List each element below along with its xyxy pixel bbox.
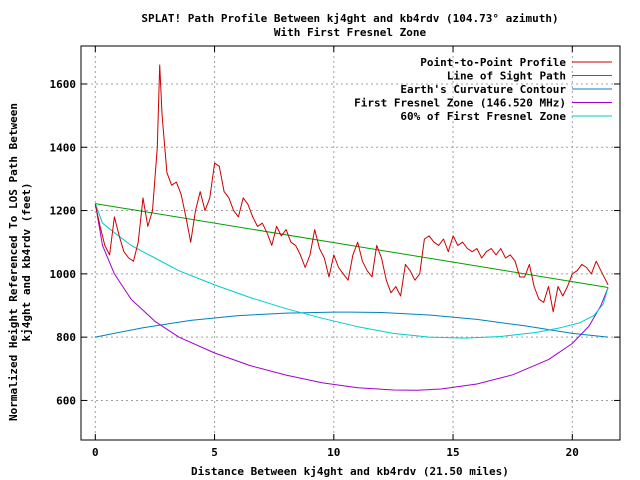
y-axis-label-line-1: Normalized Height Referenced To LOS Path… (7, 103, 20, 421)
y-tick-label: 1600 (50, 78, 77, 91)
y-tick-label: 600 (56, 394, 76, 407)
axis-ticks: 0 5 10 15 20 600 800 1000 1200 1400 1600 (50, 46, 620, 459)
x-tick-label: 15 (446, 446, 459, 459)
legend-label: Line of Sight Path (447, 70, 566, 83)
legend-label: 60% of First Fresnel Zone (400, 110, 566, 123)
y-tick-label: 1000 (50, 268, 77, 281)
profile-line (94, 64, 609, 313)
legend-label: First Fresnel Zone (146.520 MHz) (354, 97, 566, 110)
y-tick-label: 1200 (50, 205, 77, 218)
line-of-sight-line (95, 203, 609, 288)
legend-label: Earth's Curvature Contour (400, 83, 566, 96)
fresnel-60-line (94, 203, 609, 339)
y-axis-label-line-2: kj4ght and kb4rdv (feet) (20, 183, 33, 342)
x-axis-label: Distance Between kj4ght and kb4rdv (21.5… (191, 465, 509, 478)
fresnel-zone-line (94, 203, 609, 391)
x-tick-label: 10 (327, 446, 340, 459)
y-tick-label: 800 (56, 331, 76, 344)
chart-title: SPLAT! Path Profile Between kj4ght and k… (141, 12, 558, 25)
earth-curvature-line (95, 311, 609, 338)
y-tick-label: 1400 (50, 141, 77, 154)
x-tick-label: 5 (211, 446, 218, 459)
legend-label: Point-to-Point Profile (420, 56, 566, 69)
plot-border (80, 45, 621, 441)
x-tick-label: 20 (566, 446, 579, 459)
chart-subtitle: With First Fresnel Zone (274, 26, 427, 39)
x-tick-label: 0 (92, 446, 99, 459)
series-lines (94, 64, 609, 391)
